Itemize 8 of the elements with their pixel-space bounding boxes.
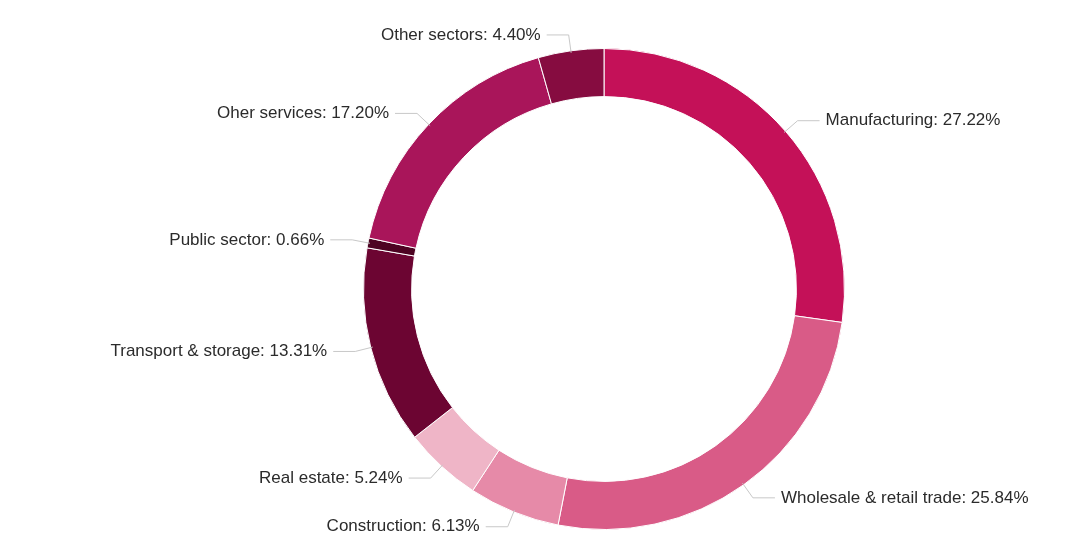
slice-label: Wholesale & retail trade: 25.84% xyxy=(780,487,1029,507)
slice-label: Real estate: 5.24% xyxy=(259,467,403,487)
slice-label: Public sector: 0.66% xyxy=(169,229,325,249)
slice-label: Other sectors: 4.40% xyxy=(380,24,541,44)
slice-label: Construction: 6.13% xyxy=(326,516,480,536)
slice-label: Transport & storage: 13.31% xyxy=(110,341,328,361)
slice-label: Manufacturing: 27.22% xyxy=(825,110,1001,130)
slice-label: Oher services: 17.20% xyxy=(217,103,390,123)
